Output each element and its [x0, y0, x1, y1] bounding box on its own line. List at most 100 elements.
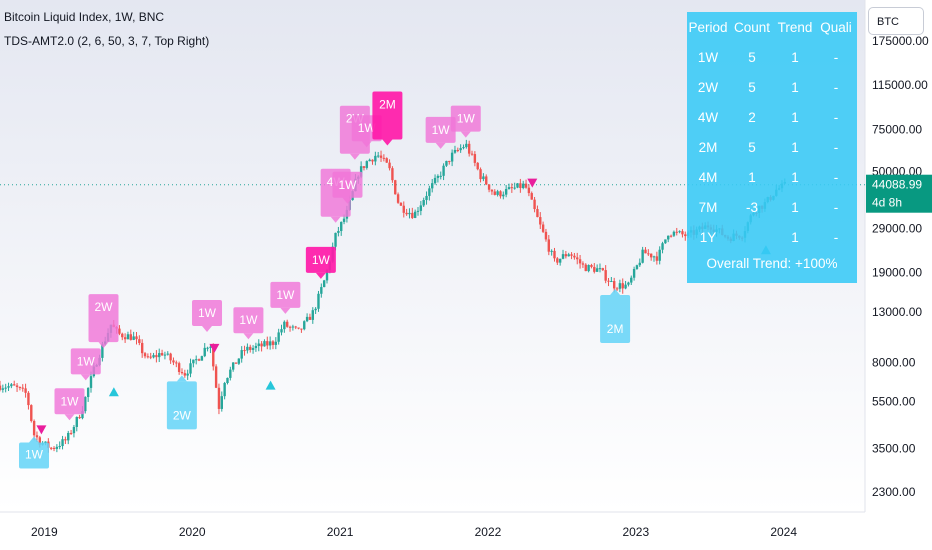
candle — [436, 175, 440, 178]
candle — [217, 387, 221, 409]
candle — [388, 162, 391, 169]
signal-label-text: 2W — [173, 408, 192, 422]
candle — [473, 154, 477, 163]
candle — [482, 176, 485, 180]
candle — [192, 359, 195, 364]
signal-label: 2W — [166, 375, 197, 430]
candle — [613, 281, 616, 289]
signal-label-text: 1W — [60, 394, 79, 408]
signal-label-text: 1W — [77, 354, 96, 368]
signal-label: 2W — [88, 294, 119, 349]
candle — [539, 217, 542, 225]
signal-label-box — [166, 381, 197, 430]
candle — [385, 158, 388, 163]
candle — [49, 447, 53, 449]
cell-count: -3 — [745, 199, 758, 215]
candle — [578, 259, 582, 264]
signal-label-box — [192, 300, 223, 327]
signal-label: 1W — [332, 171, 363, 204]
candle — [189, 363, 192, 374]
candle — [624, 284, 627, 289]
indicator-legend[interactable]: TDS-AMT2.0 (2, 6, 50, 3, 7, Top Right) — [4, 34, 210, 48]
x-tick-label: 2023 — [622, 525, 649, 539]
signal-label: 1W — [70, 348, 101, 381]
candle — [285, 321, 289, 327]
last-price-value: 44088.99 — [872, 178, 922, 192]
candle — [340, 221, 343, 231]
candle — [513, 187, 516, 189]
candle — [254, 345, 258, 349]
cell-trend: 1 — [791, 199, 799, 215]
candle — [587, 264, 590, 272]
candle — [493, 191, 496, 195]
candle — [288, 326, 292, 328]
sell-marker — [36, 425, 47, 435]
candle — [453, 149, 457, 153]
signal-label-pointer — [460, 131, 471, 138]
candle — [459, 148, 462, 151]
candle — [243, 350, 246, 352]
candle — [664, 239, 667, 244]
candle — [283, 321, 286, 330]
candle — [152, 355, 155, 358]
candle — [138, 339, 141, 343]
table-row: 2W 5 1 - — [687, 72, 857, 102]
signal-label: 1W — [192, 300, 223, 333]
candle — [52, 447, 56, 449]
candle — [610, 281, 613, 283]
candle — [550, 250, 553, 252]
candle — [544, 231, 548, 240]
signal-label-pointer — [361, 141, 372, 148]
candle — [649, 253, 653, 258]
candle — [149, 356, 152, 358]
candle — [160, 353, 164, 356]
signal-label-text: 2W — [95, 300, 114, 314]
candle — [268, 341, 272, 346]
signal-label: 1W — [450, 105, 481, 138]
candle — [337, 230, 340, 233]
candle — [229, 369, 232, 378]
candle — [180, 371, 184, 374]
ticker-badge[interactable]: BTC — [868, 7, 924, 35]
candle — [669, 235, 673, 237]
cell-quali: - — [833, 229, 839, 245]
candle — [374, 155, 377, 162]
y-tick-label: 75000.00 — [872, 122, 922, 136]
y-tick-label: 29000.00 — [872, 221, 922, 235]
candle — [271, 341, 275, 345]
candle — [416, 210, 420, 212]
candle — [590, 264, 593, 267]
candle — [595, 268, 599, 272]
candle — [490, 189, 494, 192]
candle — [638, 262, 641, 266]
signal-label-box — [372, 91, 403, 140]
candle — [214, 366, 218, 388]
candle — [75, 416, 78, 427]
candle — [667, 235, 670, 240]
candle — [547, 239, 551, 252]
candle — [177, 363, 181, 372]
candle — [226, 377, 229, 384]
candle — [536, 209, 539, 218]
candle — [496, 191, 499, 195]
candle — [129, 334, 133, 340]
candle — [30, 405, 33, 421]
signal-label-text: 1W — [239, 313, 258, 327]
signal-label: 2M — [372, 91, 403, 146]
candle — [524, 183, 528, 188]
candle — [394, 180, 397, 195]
candle — [135, 336, 138, 340]
x-tick-label: 2021 — [327, 525, 354, 539]
cell-period: 1W — [697, 49, 719, 65]
signal-label: 2M — [600, 289, 631, 344]
signal-label-pointer — [315, 272, 326, 279]
candle — [123, 337, 127, 340]
cell-quali: - — [833, 79, 839, 95]
signal-label-pointer — [330, 216, 341, 223]
candle — [431, 183, 434, 189]
signal-label-box — [70, 348, 101, 375]
candle — [604, 270, 607, 281]
candle — [615, 288, 619, 290]
signal-label-box — [600, 295, 631, 344]
signal-label-box — [88, 294, 119, 343]
